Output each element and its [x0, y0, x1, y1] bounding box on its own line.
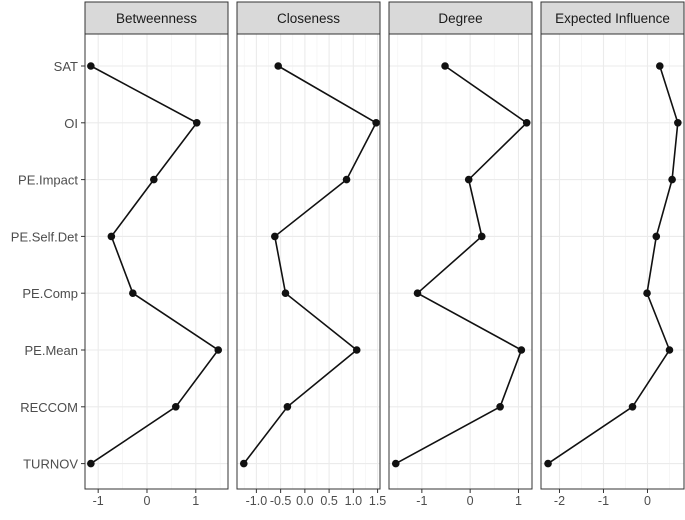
y-tick-label-reccom: RECCOM [20, 400, 78, 415]
panel-strip [388, 1, 533, 35]
data-point-oi [674, 119, 682, 127]
data-point-pe-mean [665, 346, 674, 354]
panel-strip [236, 1, 381, 35]
x-tick-label: -1.0 [246, 494, 268, 508]
y-tick-label-pe-mean: PE.Mean [25, 343, 78, 358]
series-line [90, 65, 220, 465]
x-tick-label: 1 [515, 494, 522, 508]
data-point-reccom [496, 403, 504, 411]
data-point-pe-mean [517, 346, 526, 354]
panel-border [388, 33, 533, 490]
data-point-pe-impact [342, 175, 351, 184]
data-point-reccom [628, 403, 637, 411]
panel-border [236, 33, 381, 490]
data-point-oi [522, 119, 531, 127]
x-tick-label: 0 [644, 494, 651, 508]
data-point-reccom [171, 403, 180, 411]
x-tick-label: -1 [416, 494, 427, 508]
x-tick-label: -0.5 [270, 494, 292, 508]
panel-title: Closeness [277, 11, 340, 26]
data-point-oi [372, 119, 380, 127]
data-point-turnov [239, 459, 248, 468]
x-tick-label: 1.5 [369, 494, 386, 508]
data-point-pe-comp [643, 289, 651, 298]
panel-background [237, 34, 380, 489]
data-point-sat [656, 62, 664, 70]
panel-betweenness: Betweenness -1 0 1 [84, 1, 229, 508]
data-point-sat [87, 62, 95, 70]
x-tick-label: 0 [467, 494, 474, 508]
data-point-pe-mean [352, 346, 361, 354]
x-tick-label: -1 [598, 494, 609, 508]
x-tick-label: 1.0 [345, 494, 362, 508]
data-point-pe-impact [464, 175, 473, 184]
data-point-pe-mean [214, 346, 223, 354]
series-line [243, 65, 378, 465]
panel-border [540, 33, 685, 490]
data-point-pe-comp [281, 289, 290, 298]
panel-background [389, 34, 532, 489]
panel-strip [540, 1, 685, 35]
data-point-pe-self-det [271, 232, 279, 241]
data-point-pe-impact [150, 175, 158, 184]
x-tick-label: -2 [554, 494, 565, 508]
panel-title: Expected Influence [555, 11, 670, 26]
data-point-pe-impact [668, 175, 676, 184]
y-tick-label-pe-impact: PE.Impact [18, 173, 78, 188]
data-point-sat [274, 62, 283, 70]
data-point-sat [441, 62, 449, 70]
panel-background [85, 34, 228, 489]
data-point-turnov [391, 459, 400, 468]
x-tick-label: -1 [93, 494, 104, 508]
x-tick-label: 0.0 [296, 494, 313, 508]
series-line [547, 65, 679, 465]
y-tick-label-oi: OI [64, 116, 78, 131]
data-point-turnov [544, 459, 552, 468]
data-point-reccom [283, 403, 292, 411]
data-point-turnov [87, 459, 95, 468]
panel-expected-influence: Expected Influence -2 -1 0 [540, 1, 685, 508]
x-tick-label: 0 [144, 494, 151, 508]
panel-border [84, 33, 229, 490]
y-tick-label-pe-self-det: PE.Self.Det [11, 229, 79, 244]
data-point-pe-comp [413, 289, 422, 298]
data-point-pe-self-det [477, 232, 486, 241]
data-point-pe-self-det [107, 232, 116, 241]
x-tick-label: 0.5 [320, 494, 337, 508]
panel-degree: Degree -1 0 1 [388, 1, 533, 508]
panel-title: Degree [438, 11, 482, 26]
data-point-oi [192, 119, 201, 127]
x-tick-label: 1 [192, 494, 199, 508]
panel-background [541, 34, 684, 489]
data-point-pe-self-det [652, 232, 661, 241]
data-point-pe-comp [129, 289, 137, 298]
panel-title: Betweenness [116, 11, 197, 26]
panel-closeness: Closeness -1.0 -0.5 0.0 0.5 1.0 1.5 [236, 1, 386, 508]
panel-strip [84, 1, 229, 35]
y-tick-label-sat: SAT [54, 59, 78, 74]
series-line [395, 65, 528, 465]
y-tick-label-turnov: TURNOV [23, 457, 78, 472]
y-tick-label-pe-comp: PE.Comp [22, 286, 78, 301]
